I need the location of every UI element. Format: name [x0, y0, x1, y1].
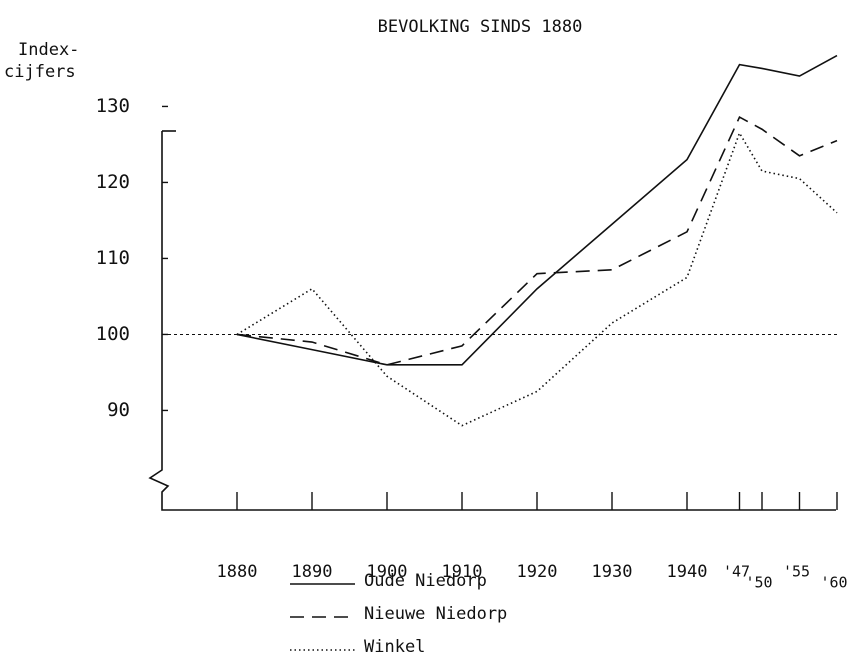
- y-tick-label: 100: [96, 323, 130, 345]
- axes: [148, 131, 836, 511]
- x-tick-label: 1920: [517, 562, 558, 582]
- chart-title: BEVOLKING SINDS 1880: [378, 17, 583, 37]
- series-line: [236, 131, 838, 427]
- x-tick-label: '60: [820, 574, 847, 592]
- x-tick-label: 1890: [292, 562, 333, 582]
- y-axis-label: cijfers: [4, 62, 76, 82]
- x-tick-label: '47: [723, 563, 750, 581]
- x-tick-label: 1930: [592, 562, 633, 582]
- y-tick-label: 130: [96, 95, 130, 117]
- x-tick-label: 1910: [442, 562, 483, 582]
- y-tick-label: 110: [96, 247, 130, 269]
- legend-label: Oude Niedorp: [364, 571, 487, 591]
- y-axis-label: Index-: [18, 40, 79, 60]
- x-tick-label: '50: [745, 574, 772, 592]
- series-line: [236, 54, 838, 366]
- y-tick-label: 90: [107, 399, 130, 421]
- x-tick-label: 1940: [667, 562, 708, 582]
- series-line: [236, 115, 838, 366]
- x-tick-label: 1900: [367, 562, 408, 582]
- x-tick-label: '55: [783, 563, 810, 581]
- legend-label: Winkel: [364, 637, 425, 657]
- y-tick-label: 120: [96, 171, 130, 193]
- legend-label: Nieuwe Niedorp: [364, 604, 507, 624]
- x-tick-label: 1880: [217, 562, 258, 582]
